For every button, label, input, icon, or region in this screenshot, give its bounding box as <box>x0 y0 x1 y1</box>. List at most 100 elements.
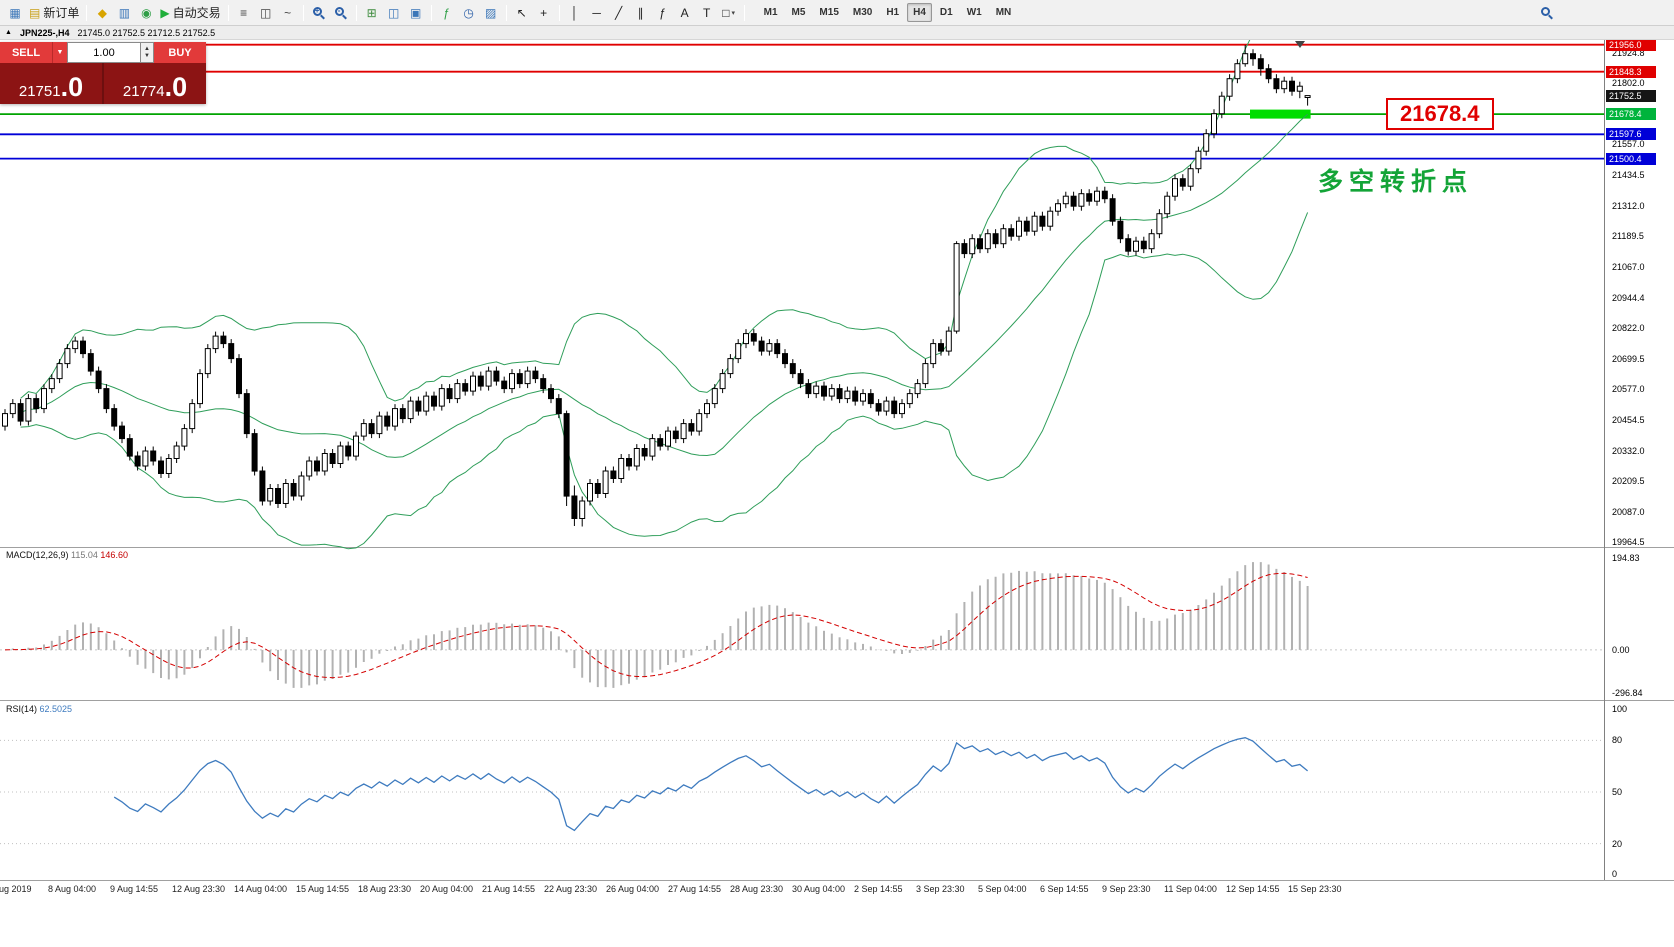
buy-button[interactable]: BUY <box>154 42 206 63</box>
time-axis-label: 28 Aug 23:30 <box>730 884 784 894</box>
line-chart-type-button[interactable]: ~ <box>278 3 298 23</box>
timeframe-m5[interactable]: M5 <box>791 7 806 18</box>
bar-chart-icon: ≡ <box>240 5 248 20</box>
timeframe-h4[interactable]: H4 <box>907 3 932 22</box>
zoom-in-icon-sign: + <box>314 5 320 15</box>
market-watch-button[interactable]: ▥ <box>114 3 134 23</box>
autotrading-button[interactable]: ▶ 自动交易 <box>158 3 222 23</box>
cursor-button[interactable]: ↖ <box>512 3 532 23</box>
templates-button[interactable]: ▨ <box>481 3 501 23</box>
vertical-line-button[interactable]: │ <box>565 3 585 23</box>
autotrading-button-label: 自动交易 <box>172 6 221 20</box>
price-tag: 21597.6 <box>1606 128 1656 141</box>
timeframe-m15[interactable]: M15 <box>819 7 839 18</box>
main-toolbar: ▦ ▤ 新订单 ◆ ▥ ◉ ▶ 自动交易 ≡ ◫ ~ + - ⊞ ◫ ▣ ƒ ◷ ▨ ↖ + │ ─ ╱ ∥ ƒ A T □ ▾ M1 M5… <box>0 0 1674 26</box>
time-axis-label: 15 Sep 23:30 <box>1288 884 1342 894</box>
spinner-down-icon[interactable]: ▼ <box>144 52 150 59</box>
trendline-button[interactable]: ╱ <box>609 3 629 23</box>
time-axis-label: 8 Aug 04:00 <box>48 884 97 894</box>
buy-price[interactable]: 21774.0 <box>104 63 206 104</box>
timeframe-mn[interactable]: MN <box>995 7 1012 18</box>
timeframe-w1[interactable]: W1 <box>966 7 982 18</box>
toolbar-separator <box>86 4 88 21</box>
navigator-button[interactable]: ◉ <box>136 3 156 23</box>
horizontal-line-button[interactable]: ─ <box>587 3 607 23</box>
time-axis-label: 9 Sep 23:30 <box>1102 884 1151 894</box>
chart-title-bar: ▲ JPN225-,H4 21745.0 21752.5 21712.5 217… <box>0 26 1674 40</box>
line-chart-icon: ~ <box>284 5 292 20</box>
price-axis-label: 19964.5 <box>1612 537 1645 548</box>
collapse-arrow-icon[interactable]: ▲ <box>5 29 12 36</box>
vertical-line-icon: │ <box>570 5 579 20</box>
toolbar-separator <box>558 4 560 21</box>
trade-panel-top-row: SELL ▼ 1.00 ▲ ▼ BUY <box>0 42 206 63</box>
price-axis-label: 20454.5 <box>1612 414 1645 425</box>
timeframe-m1[interactable]: M1 <box>763 7 778 18</box>
zoom-out-button[interactable]: - <box>331 3 351 23</box>
trendline-icon: ╱ <box>614 5 623 20</box>
zoom-in-button[interactable]: + <box>309 3 329 23</box>
chevron-down-icon: ▼ <box>56 49 64 56</box>
sell-price-pips: .0 <box>60 72 84 103</box>
new-chart-button[interactable]: ▦ <box>5 3 25 23</box>
chart-canvas[interactable] <box>0 40 1674 947</box>
price-axis-label: 20332.0 <box>1612 445 1645 456</box>
grid-icon: ⊞ <box>366 5 377 20</box>
tile-windows-button[interactable]: ◫ <box>384 3 404 23</box>
text-icon: A <box>680 5 689 20</box>
play-icon: ▶ <box>160 5 170 20</box>
shapes-button[interactable]: □ ▾ <box>719 3 739 23</box>
volume-input[interactable]: 1.00 <box>67 42 141 63</box>
sell-button[interactable]: SELL <box>0 42 52 63</box>
toolbar-right <box>1536 3 1558 23</box>
time-axis-label: 12 Sep 14:55 <box>1226 884 1280 894</box>
time-axis-label: 6 Sep 14:55 <box>1040 884 1089 894</box>
toolbar-groups: ▦ ▤ 新订单 ◆ ▥ ◉ ▶ 自动交易 ≡ ◫ ~ + - ⊞ ◫ ▣ ƒ ◷ ▨ ↖ + │ ─ ╱ ∥ ƒ A T □ ▾ <box>4 3 749 23</box>
timeframe-d1[interactable]: D1 <box>939 7 953 18</box>
navigator-icon: ◉ <box>141 5 152 20</box>
price-axis-label: 21802.0 <box>1612 78 1645 89</box>
timeframe-m30[interactable]: M30 <box>852 7 873 18</box>
timeframe-h1[interactable]: H1 <box>886 7 900 18</box>
price-axis-label: 21924.8 <box>1612 47 1645 58</box>
channel-button[interactable]: ∥ <box>631 3 651 23</box>
cascade-windows-button[interactable]: ▣ <box>406 3 426 23</box>
time-axis-label: 9 Aug 14:55 <box>110 884 159 894</box>
candlestick-type-button[interactable]: ◫ <box>256 3 276 23</box>
profiles-button[interactable]: ◆ <box>92 3 112 23</box>
price-axis-label: 21312.0 <box>1612 200 1645 211</box>
grid-button[interactable]: ⊞ <box>362 3 382 23</box>
text-button[interactable]: A <box>675 3 695 23</box>
chart-shift-marker[interactable] <box>1295 41 1305 48</box>
rsi-value: 62.5025 <box>39 704 73 714</box>
time-axis-label: 18 Aug 23:30 <box>358 884 412 894</box>
toolbar-separator <box>355 4 357 21</box>
crosshair-button[interactable]: + <box>534 3 554 23</box>
periods-button[interactable]: ◷ <box>459 3 479 23</box>
chevron-down-icon: ▾ <box>731 9 735 17</box>
macd-label: MACD(12,26,9) 115.04 146.60 <box>6 550 128 560</box>
crosshair-icon: + <box>540 5 548 20</box>
sell-price[interactable]: 21751.0 <box>0 63 104 104</box>
price-tag: 21752.5 <box>1606 89 1656 102</box>
spinner-up-icon[interactable]: ▲ <box>144 45 150 52</box>
macd-name: MACD(12,26,9) <box>6 550 69 560</box>
price-axis-label: 20944.4 <box>1612 292 1645 303</box>
price-axis-label: 21557.0 <box>1612 139 1645 150</box>
indicators-button[interactable]: ƒ <box>437 3 457 23</box>
fibonacci-button[interactable]: ƒ <box>653 3 673 23</box>
macd-axis-zero: 0.00 <box>1612 644 1630 655</box>
bar-chart-type-button[interactable]: ≡ <box>234 3 254 23</box>
new-order-button[interactable]: ▤ 新订单 <box>27 3 81 23</box>
label-button[interactable]: T <box>697 3 717 23</box>
level-callout[interactable]: 21678.4 <box>1386 98 1494 130</box>
order-type-dropdown[interactable]: ▼ <box>52 42 67 63</box>
macd-axis-min: -296.84 <box>1612 688 1643 698</box>
time-axis-label: 15 Aug 14:55 <box>296 884 350 894</box>
zoom-out-icon-sign: - <box>337 5 341 15</box>
price-axis-label: 20822.0 <box>1612 323 1645 334</box>
search-button[interactable] <box>1537 3 1557 23</box>
macd-main-value: 115.04 <box>71 550 98 560</box>
candlestick-icon: ◫ <box>259 5 272 20</box>
volume-stepper[interactable]: ▲ ▼ <box>141 42 154 63</box>
